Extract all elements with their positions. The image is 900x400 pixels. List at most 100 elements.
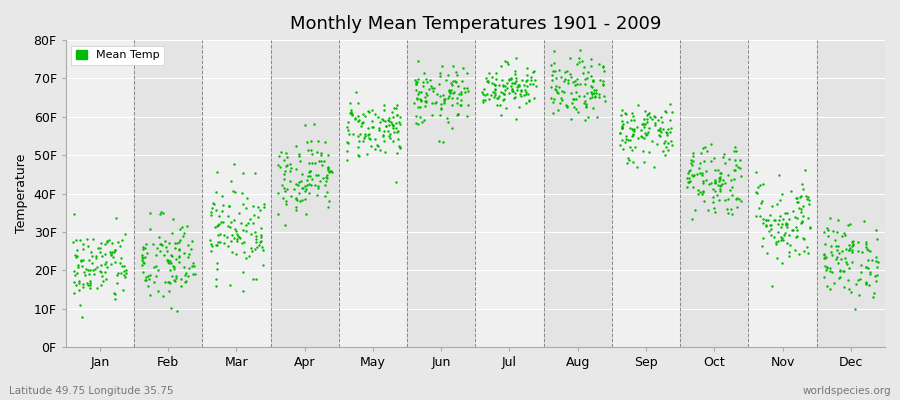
Point [695,190,709,197]
Point [498,82,512,89]
Point [162,287,176,294]
Point [318,182,332,188]
Point [295,197,310,204]
Point [342,131,356,137]
Point [716,177,731,183]
Point [454,102,468,108]
Point [165,253,179,259]
Point [215,202,230,208]
Point [718,160,733,166]
Point [591,91,606,98]
Point [442,87,456,93]
Point [446,78,460,84]
Point [733,156,747,163]
Point [323,168,338,174]
Point [522,98,536,104]
Point [475,99,490,106]
Point [577,92,591,99]
Point [211,239,225,246]
Point [827,280,842,286]
Point [68,290,82,296]
Point [770,201,785,208]
Point [76,269,91,275]
Point [115,262,130,269]
Point [390,111,404,118]
Point [168,256,183,262]
Point [213,218,228,225]
Point [166,229,180,236]
Point [105,254,120,260]
Point [628,144,643,150]
Point [577,64,591,70]
Point [161,260,176,266]
Point [303,138,318,144]
Point [780,210,795,216]
Point [817,252,832,258]
Point [647,113,662,120]
Point [680,184,695,190]
Point [216,219,230,225]
Point [308,160,322,166]
Point [592,94,607,100]
Point [247,220,261,226]
Point [118,230,132,237]
Point [563,90,578,96]
Point [547,60,562,67]
Point [83,266,97,273]
Point [725,184,740,191]
Point [114,270,129,277]
Point [770,228,785,235]
Point [690,170,705,177]
Point [626,126,641,132]
Point [476,86,491,92]
Point [583,56,598,62]
Point [164,252,178,259]
Point [691,190,706,197]
Point [221,203,236,210]
Point [82,257,96,263]
Point [526,69,540,75]
Point [88,266,103,272]
Point [283,161,297,168]
Point [731,164,745,171]
Point [86,267,100,274]
Point [519,89,534,95]
Point [558,76,572,82]
Point [663,129,678,136]
Point [179,270,194,277]
Point [720,172,734,178]
Point [93,248,107,255]
Point [641,111,655,117]
Point [345,107,359,114]
Point [427,84,441,91]
Point [356,138,370,144]
Point [71,262,86,268]
Point [295,185,310,191]
Point [641,128,655,135]
Point [824,248,839,255]
Point [280,154,294,160]
Point [659,144,673,150]
Point [365,124,380,130]
Point [868,258,883,264]
Point [420,79,435,86]
Point [230,238,245,244]
Point [74,257,88,264]
Point [89,285,104,292]
Point [727,166,742,173]
Point [425,99,439,106]
Point [325,169,339,175]
Point [361,108,375,114]
Point [789,234,804,241]
Point [98,269,112,276]
Point [796,186,810,192]
Point [790,232,805,239]
Point [488,90,502,96]
Point [615,124,629,130]
Point [431,81,446,88]
Point [844,259,859,266]
Point [659,109,673,115]
Point [222,282,237,288]
Point [851,248,866,254]
Point [169,308,184,315]
